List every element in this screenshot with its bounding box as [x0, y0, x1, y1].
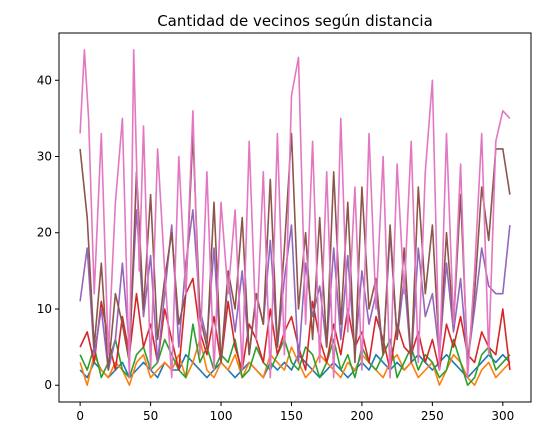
- y-tick-label: 0: [44, 378, 52, 392]
- series-line-7: [79, 48, 511, 379]
- y-axis: 0 10 20 30 40: [37, 73, 59, 392]
- x-tick-label: 250: [421, 409, 444, 423]
- x-tick-label: 300: [491, 409, 514, 423]
- x-tick-label: 200: [350, 409, 373, 423]
- y-tick-label: 20: [37, 226, 52, 240]
- y-tick-label: 10: [37, 302, 52, 316]
- y-tick-label: 40: [37, 73, 52, 87]
- x-axis: 0 50 100 150 200 250 300: [76, 402, 514, 423]
- series-line-2: [79, 338, 511, 387]
- x-tick-label: 0: [76, 409, 84, 423]
- axes-frame: [58, 32, 532, 403]
- x-tick-label: 150: [280, 409, 303, 423]
- x-tick-label: 50: [143, 409, 158, 423]
- chart-title: Cantidad de vecinos según distancia: [157, 12, 433, 30]
- series-line-3: [79, 323, 511, 387]
- x-tick-label: 100: [210, 409, 233, 423]
- plot-lines: [79, 48, 511, 387]
- y-tick-label: 30: [37, 150, 52, 164]
